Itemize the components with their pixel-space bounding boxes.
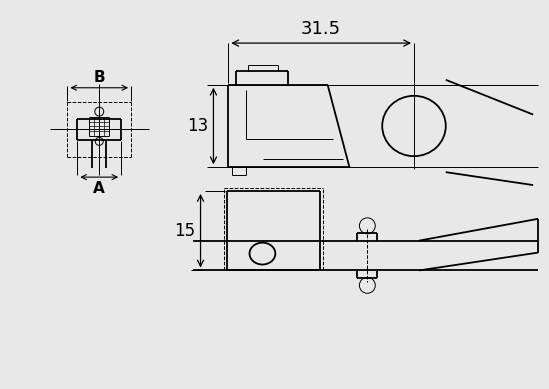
Text: A: A xyxy=(93,181,105,196)
Text: 31.5: 31.5 xyxy=(301,20,341,38)
Text: B: B xyxy=(93,70,105,85)
Text: 15: 15 xyxy=(175,222,195,240)
Text: 13: 13 xyxy=(187,117,209,135)
